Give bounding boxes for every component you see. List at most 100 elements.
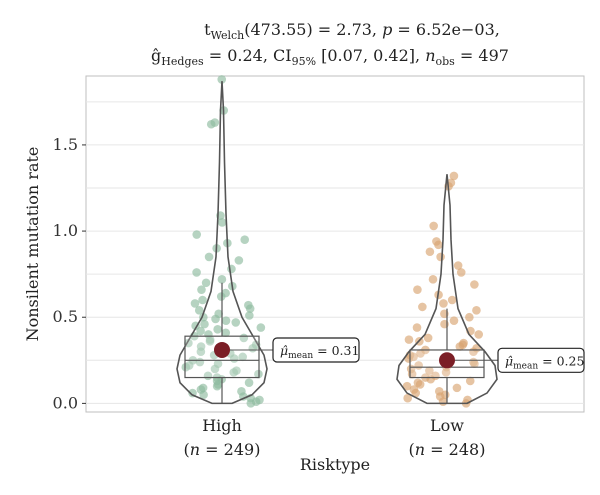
ci-value: [0.07, 0.42], <box>316 46 425 65</box>
y-tick-label-1: 0.5 <box>53 307 78 326</box>
data-point <box>234 256 244 265</box>
data-point <box>465 376 475 386</box>
data-point <box>238 352 248 362</box>
data-point <box>217 75 227 84</box>
data-point <box>441 368 451 377</box>
data-point <box>415 380 425 389</box>
mean-label-text: μ̂mean = 0.31 <box>280 343 359 361</box>
stat-name: t <box>204 20 211 39</box>
data-point <box>465 312 474 322</box>
x-axis-title: Risktype <box>300 455 370 474</box>
data-point <box>212 381 222 391</box>
violin-outline-high <box>176 81 268 405</box>
n-obs-value: = 497 <box>455 46 509 65</box>
data-point <box>452 383 462 393</box>
data-point <box>197 285 206 294</box>
data-point <box>190 299 200 308</box>
ci-sub: 95% <box>292 55 316 68</box>
data-point <box>246 399 256 408</box>
data-point <box>434 240 443 250</box>
data-point <box>455 342 465 351</box>
data-point <box>229 368 239 377</box>
category-label-low: Low <box>430 416 464 435</box>
data-point <box>192 268 201 277</box>
data-point <box>413 285 422 294</box>
points-low <box>402 171 484 408</box>
chart-subtitle: tWelch(473.55) = 2.73, p = 6.52e−03, ĝHe… <box>151 20 509 68</box>
y-tick-label-3: 1.5 <box>53 135 78 154</box>
data-point <box>181 362 191 372</box>
mean-label-text: μ̂mean = 0.25 <box>505 353 584 371</box>
n-obs-sub: obs <box>436 55 456 68</box>
mean-label-box <box>497 347 585 373</box>
y-axis-ticks: 0.0 0.5 1.0 1.5 <box>53 135 86 412</box>
data-point <box>412 323 422 332</box>
data-point <box>411 388 421 398</box>
data-point <box>256 323 266 332</box>
n-obs-symbol: n <box>425 46 435 65</box>
data-point <box>205 337 215 346</box>
data-point <box>425 247 435 257</box>
data-point <box>200 319 209 329</box>
data-point <box>217 218 227 227</box>
x-axis-categories: High (n = 249) Low (n = 248) <box>184 416 486 459</box>
category-n-low: (n = 248) <box>409 440 486 459</box>
data-point <box>438 397 448 406</box>
violin-groups: μ̂mean = 0.31 μ̂mean = 0.25 <box>176 75 585 408</box>
data-point <box>216 292 226 301</box>
data-point <box>231 318 241 327</box>
ci-name: CI <box>273 46 292 65</box>
effect-name: ĝ <box>151 46 161 65</box>
data-point <box>192 230 202 239</box>
data-point <box>439 299 448 308</box>
data-point <box>245 304 255 313</box>
data-point <box>217 275 227 284</box>
data-point <box>213 324 222 334</box>
data-point <box>244 378 254 388</box>
data-point <box>402 381 412 391</box>
mean-point-high <box>214 341 230 358</box>
mean-point-low <box>439 352 455 369</box>
stat-df: (473.55) = 2.73, <box>244 20 382 39</box>
mean-label-low: μ̂mean = 0.25 <box>497 347 585 373</box>
data-point <box>221 328 231 338</box>
data-point <box>210 364 220 374</box>
data-point <box>404 335 414 344</box>
p-value: = 6.52e−03, <box>392 20 500 39</box>
data-point <box>425 366 434 375</box>
data-point <box>429 221 438 231</box>
data-point <box>470 280 479 289</box>
data-point <box>472 306 481 315</box>
data-point <box>456 268 466 277</box>
data-point <box>199 390 208 400</box>
p-symbol: p <box>382 20 392 39</box>
category-n-high: (n = 249) <box>184 440 261 459</box>
data-point <box>436 252 445 262</box>
y-tick-label-0: 0.0 <box>53 393 78 412</box>
data-point <box>449 316 459 325</box>
data-point <box>416 349 425 358</box>
data-point <box>196 326 205 336</box>
data-point <box>210 118 220 127</box>
data-point <box>194 306 204 315</box>
data-point <box>204 252 214 262</box>
data-point <box>428 275 438 284</box>
data-point <box>403 393 412 403</box>
violin-outline-low <box>396 174 498 405</box>
data-point <box>240 235 250 244</box>
data-point <box>474 330 484 339</box>
data-point <box>447 295 457 305</box>
mean-label-box <box>272 337 360 363</box>
subtitle-line-1: tWelch(473.55) = 2.73, p = 6.52e−03, <box>204 20 500 42</box>
mean-label-high: μ̂mean = 0.31 <box>272 337 360 363</box>
data-point <box>211 314 220 324</box>
category-label-high: High <box>202 416 242 435</box>
data-point <box>449 171 459 181</box>
violin-group-high: μ̂mean = 0.31 <box>176 75 360 408</box>
data-point <box>470 359 479 369</box>
effect-sub: Hedges <box>161 55 204 68</box>
stat-sub: Welch <box>211 29 245 42</box>
data-point <box>423 333 433 343</box>
y-tick-label-2: 1.0 <box>53 221 78 240</box>
